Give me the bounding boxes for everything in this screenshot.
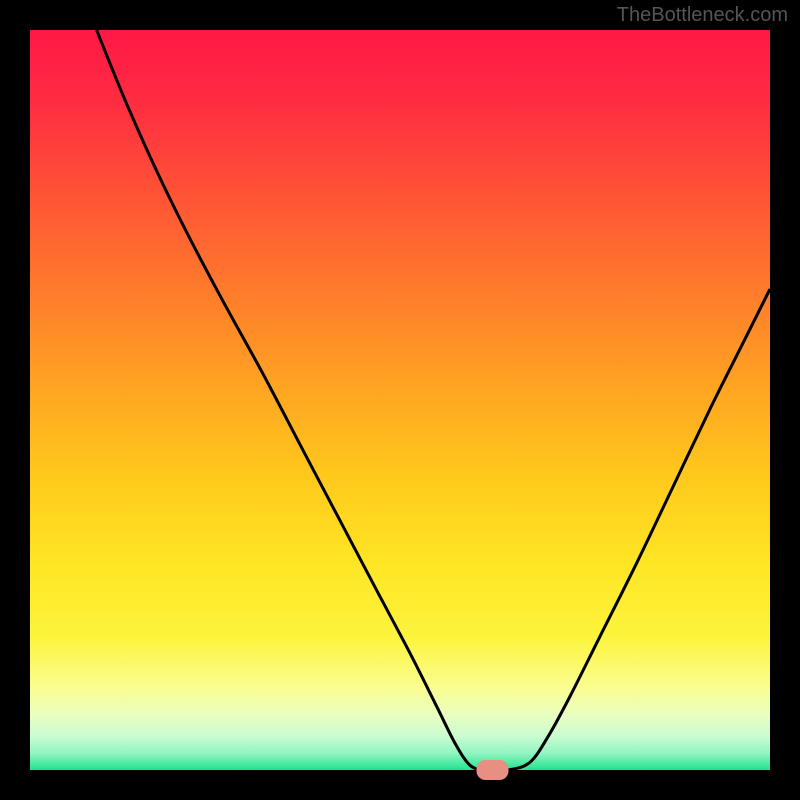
bottleneck-chart-svg — [0, 0, 800, 800]
watermark-text: TheBottleneck.com — [617, 4, 788, 27]
chart-gradient-background — [30, 30, 770, 770]
optimal-marker — [477, 760, 509, 780]
chart-canvas: TheBottleneck.com — [0, 0, 800, 800]
